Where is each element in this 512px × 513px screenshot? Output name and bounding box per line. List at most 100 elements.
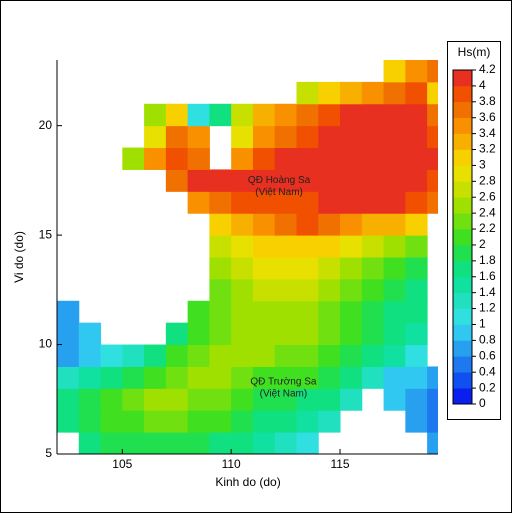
colorbar-label: 2.6 [479, 189, 496, 203]
cell [383, 300, 406, 324]
cell [187, 125, 210, 149]
cell [209, 410, 232, 433]
y-tick-label: 20 [39, 118, 53, 132]
cell [340, 103, 363, 127]
cell [318, 366, 341, 389]
cell [383, 103, 406, 127]
cell [231, 300, 254, 324]
y-tick-label: 5 [45, 446, 52, 460]
cell [318, 300, 341, 324]
cell [57, 388, 80, 411]
cell [209, 322, 232, 346]
colorbar-swatch [453, 308, 472, 325]
annotation: QĐ Trường Sa [250, 376, 316, 387]
cell [296, 388, 319, 411]
cell [361, 125, 385, 149]
cell [296, 147, 319, 170]
cell [252, 235, 276, 258]
cell [144, 432, 167, 454]
cell [340, 388, 363, 411]
x-axis-title: Kinh do (do) [215, 475, 280, 489]
cell [427, 81, 438, 105]
cell [361, 257, 385, 280]
y-tick-label: 15 [39, 227, 53, 241]
cell [252, 103, 276, 127]
cell [100, 432, 123, 454]
cell [427, 388, 438, 411]
cell [209, 278, 232, 302]
cell [383, 81, 406, 105]
x-tick-label: 110 [222, 457, 241, 471]
cell [231, 103, 254, 127]
cell [252, 213, 276, 236]
colorbar-label: 3.6 [479, 110, 496, 124]
cell [340, 235, 363, 258]
cell [383, 169, 406, 192]
cell [122, 410, 145, 433]
cell [296, 125, 319, 149]
cell [383, 191, 406, 214]
cell [296, 257, 319, 280]
annotation: (Việt Nam) [260, 388, 308, 399]
cell [209, 169, 232, 192]
cell [209, 235, 232, 258]
cell [405, 235, 428, 258]
colorbar-swatch [453, 388, 472, 405]
cell [427, 60, 438, 83]
x-tick-label: 105 [112, 457, 132, 471]
cell [274, 103, 297, 127]
cell [340, 257, 363, 280]
cell [340, 169, 363, 192]
cell [405, 147, 428, 170]
cell [405, 410, 428, 433]
cell [187, 147, 210, 170]
colorbar-label: 4.2 [479, 62, 496, 76]
colorbar-swatch [453, 324, 472, 341]
cell [100, 344, 123, 367]
cell [57, 300, 80, 324]
cell [318, 103, 341, 127]
colorbar-outline [452, 69, 473, 405]
y-axis-title: Vi do (do) [12, 231, 26, 283]
cell [361, 103, 385, 127]
cell [187, 300, 210, 324]
cell [187, 432, 210, 454]
y-tick-label: 10 [39, 337, 53, 351]
cell [252, 147, 276, 170]
cell [318, 235, 341, 258]
cell [340, 125, 363, 149]
cell [274, 213, 297, 236]
cell [165, 147, 189, 170]
colorbar-label: 2.4 [479, 205, 496, 219]
cell [209, 191, 232, 214]
cell [361, 300, 385, 324]
cell [340, 300, 363, 324]
colorbar-swatch [453, 356, 472, 373]
colorbar-label: 2 [479, 237, 486, 251]
colorbar-label: 0.4 [479, 364, 496, 378]
field [57, 60, 438, 454]
cell [252, 432, 276, 454]
cell [405, 191, 428, 214]
colorbar-label: 1.8 [479, 253, 496, 267]
cell [383, 60, 406, 83]
cell [122, 432, 145, 454]
colorbar-label: 3.8 [479, 94, 496, 108]
cell [383, 257, 406, 280]
cell [252, 300, 276, 324]
cell [231, 213, 254, 236]
cell [318, 278, 341, 302]
x-tick-label: 115 [330, 457, 349, 471]
cell [383, 147, 406, 170]
colorbar-label: 2.2 [479, 221, 496, 235]
cell [274, 147, 297, 170]
cell [252, 388, 276, 411]
cell [340, 322, 363, 346]
cell [318, 125, 341, 149]
cell [296, 103, 319, 127]
cell [187, 103, 210, 127]
cell [187, 344, 210, 367]
cell [209, 213, 232, 236]
colorbar-label: 3.4 [479, 126, 496, 140]
cell [165, 169, 189, 192]
